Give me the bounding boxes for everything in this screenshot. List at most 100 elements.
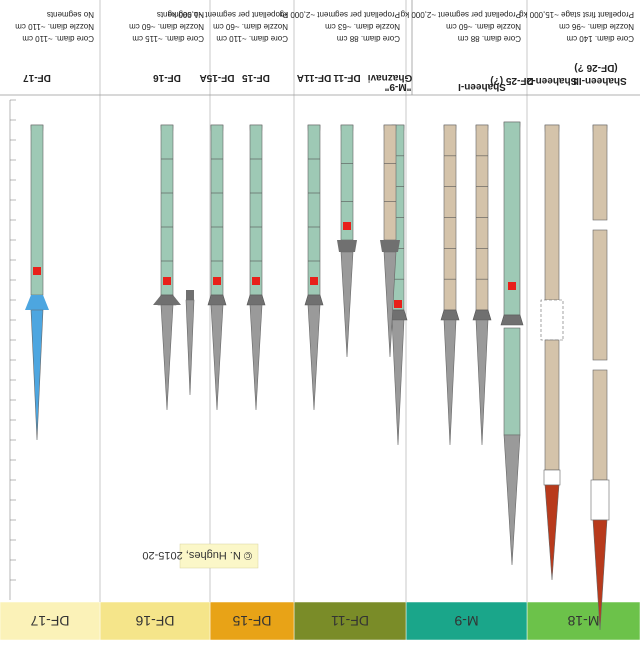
missile-df-11 — [337, 124, 357, 358]
band-df-17 — [0, 601, 101, 641]
nozzle-plume — [210, 304, 224, 411]
missile-label-shaheen-i: Shaheen-I — [458, 81, 506, 92]
missile-ghaznavi — [380, 124, 400, 358]
rocket-exhaust — [544, 484, 560, 581]
nozzle — [207, 294, 227, 306]
missile-df-15 — [246, 124, 266, 411]
missile-body — [544, 339, 560, 471]
missile-body — [307, 124, 321, 296]
missile-df-15a — [207, 124, 227, 411]
missile-body — [210, 124, 224, 296]
missile-body — [503, 327, 521, 436]
missile-label-df-25: DF-25 (?) — [490, 75, 533, 86]
band-df-16 — [99, 601, 211, 641]
red-marker — [343, 222, 351, 230]
spec-line: Core diam. ~110 cm — [216, 34, 288, 43]
nozzle-plume — [249, 304, 263, 411]
missile-body — [592, 229, 608, 361]
missile-body — [544, 124, 560, 301]
missile-label-df-11: DF-11 — [333, 72, 361, 83]
spec-line: Core diam. 88 cm — [337, 34, 400, 43]
missile-labels: Shaheen-III (DF-26 ?) Shaheen-2DF-25 (?)Sh… — [23, 62, 627, 92]
spec-line: Propellant first stage ~15,000 kg — [519, 10, 634, 19]
nozzle — [440, 309, 460, 321]
nozzle-plume — [391, 319, 405, 446]
band-m-9 — [405, 601, 528, 641]
spec-line: Nozzle diam. ~63 cm — [325, 22, 400, 31]
band-label-df-15: DF-15 — [232, 613, 271, 629]
missile-label-df-15: DF-15 — [242, 72, 270, 83]
group-specs: Core diam. 140 cm Nozzle diam. ~96 cm Prop… — [15, 10, 634, 43]
scale-ruler — [9, 99, 16, 600]
rocket-exhaust — [592, 519, 608, 631]
copyright-text: © N. Hughes, 2015-20 — [142, 549, 252, 561]
missile-drawings — [25, 121, 610, 631]
nozzle-plume — [383, 251, 397, 358]
red-marker — [213, 277, 221, 285]
spec-line: Core diam. ~110 cm — [22, 34, 94, 43]
red-marker — [394, 300, 402, 308]
nozzle — [380, 240, 400, 252]
nozzle — [472, 309, 492, 321]
band-label-df-17: DF-17 — [30, 613, 69, 629]
spec-line: Nozzle diam. ~60 cm — [213, 22, 288, 31]
band-df-11 — [293, 601, 407, 641]
nozzle-plume — [475, 319, 489, 446]
band-label-m-18: M-18 — [567, 613, 599, 629]
missile-df-25 — [500, 121, 524, 566]
spec-line: Nozzle diam. ~110 cm — [15, 22, 94, 31]
nozzle — [304, 294, 324, 306]
band-df-15 — [209, 601, 295, 641]
missile-shaheen-iii — [590, 124, 610, 631]
spec-line: No segments — [157, 10, 204, 19]
nozzle — [337, 240, 357, 252]
band-label-df-11: DF-11 — [331, 613, 369, 629]
missile-body — [383, 124, 397, 241]
missile-label-shaheen-2: Shaheen-2 — [526, 75, 577, 86]
spec-line: Propellant per segment ~1,000 kg — [168, 10, 288, 19]
group-bands: M-18 M-9 DF-11 DF-15 DF-16 DF-17 — [0, 601, 640, 641]
missile-label-m-9: "M-9" — [384, 81, 411, 92]
spec-line: Nozzle diam. ~60 cm — [129, 22, 204, 31]
group-separators — [0, 0, 640, 602]
spec-line: Core diam. 88 cm — [458, 34, 521, 43]
nozzle-plume — [340, 251, 354, 358]
nozzle-plume — [443, 319, 457, 446]
missile-df-11a — [304, 124, 324, 411]
nozzle — [246, 294, 266, 306]
missile-shaheen-2 — [540, 124, 564, 581]
missile-label-df-16: DF-16 — [153, 72, 181, 83]
red-marker — [33, 267, 41, 275]
missile-df-16 — [153, 124, 195, 411]
missile-label-shaheen-iii: Shaheen-III — [573, 75, 627, 86]
interstage — [540, 299, 564, 341]
stage-ring — [543, 469, 561, 486]
spec-line: Nozzle diam. ~96 cm — [559, 22, 634, 31]
nozzle-plume — [185, 299, 195, 396]
spec-line: Propellant per segment ~2,000 kg — [401, 10, 521, 19]
nozzle-plume — [160, 304, 174, 411]
copyright-background — [179, 543, 259, 569]
missile-body — [592, 124, 608, 221]
nozzle-plume — [503, 434, 521, 566]
band-label-m-9: M-9 — [454, 613, 478, 629]
band-m-18 — [526, 601, 640, 641]
band-label-df-16: DF-16 — [135, 613, 174, 629]
nozzle — [500, 314, 524, 326]
missile-sublabel-shaheen-iii: (DF-26 ?) — [574, 62, 617, 73]
red-marker — [508, 282, 516, 290]
red-marker — [163, 277, 171, 285]
missile-unlabeled-1-1 — [440, 124, 460, 446]
missile-body — [249, 124, 263, 296]
copyright-box: © N. Hughes, 2015-20 — [142, 543, 259, 569]
detached-nozzle — [186, 290, 194, 300]
missile-df-17 — [25, 124, 49, 441]
missile-label-df-17: DF-17 — [23, 72, 51, 83]
fin — [153, 295, 161, 305]
missile-body — [592, 369, 608, 481]
spec-line: Propellant per segment ~2,000 kg — [280, 10, 400, 19]
